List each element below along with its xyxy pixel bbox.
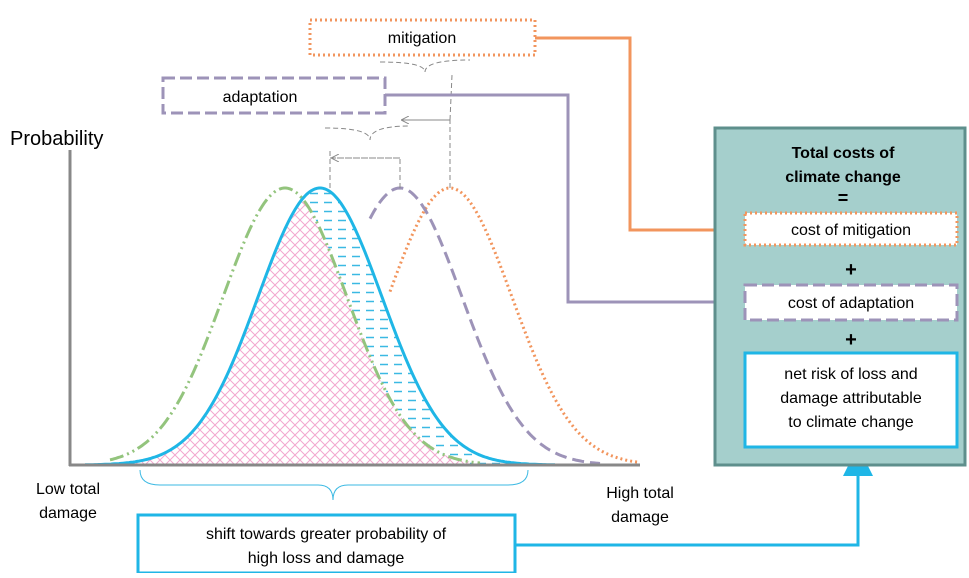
adaptation-box <box>161 76 387 115</box>
mitigation-label: mitigation <box>388 30 456 47</box>
brace <box>139 469 529 501</box>
shift-label: high loss and damage <box>248 550 405 567</box>
plus: + <box>845 329 857 351</box>
panel-title: Total costs of <box>792 145 895 162</box>
shift-label: shift towards greater probability of <box>206 526 447 543</box>
cost-mitigation-box <box>743 211 959 247</box>
low-label: damage <box>39 505 97 522</box>
high-label: damage <box>611 509 669 526</box>
curves <box>85 186 641 467</box>
blue-curve <box>85 186 555 467</box>
mitigation-connector <box>535 36 748 245</box>
cost-mitigation: cost of mitigation <box>791 222 911 239</box>
y-axis-label: Probability <box>10 128 103 150</box>
shift-guides <box>324 59 471 188</box>
high-label: High total <box>606 485 674 502</box>
purple-curve <box>368 186 601 465</box>
panel-title: climate change <box>785 169 901 186</box>
cost-adaptation: cost of adaptation <box>788 295 914 312</box>
mitigation-box <box>308 18 537 57</box>
low-label: Low total <box>36 481 100 498</box>
orange-curve <box>388 186 641 464</box>
cost-adaptation-box <box>743 283 959 322</box>
plus: + <box>845 259 857 281</box>
adaptation-label: adaptation <box>223 89 298 106</box>
risk-connector <box>515 446 873 547</box>
green-curve <box>109 186 481 465</box>
risk-label: net risk of loss and <box>784 366 917 383</box>
equals: = <box>838 188 849 208</box>
risk-label: damage attributable <box>780 390 922 407</box>
risk-box <box>743 351 959 449</box>
adaptation-connector <box>385 93 748 317</box>
risk-label: to climate change <box>788 414 914 431</box>
